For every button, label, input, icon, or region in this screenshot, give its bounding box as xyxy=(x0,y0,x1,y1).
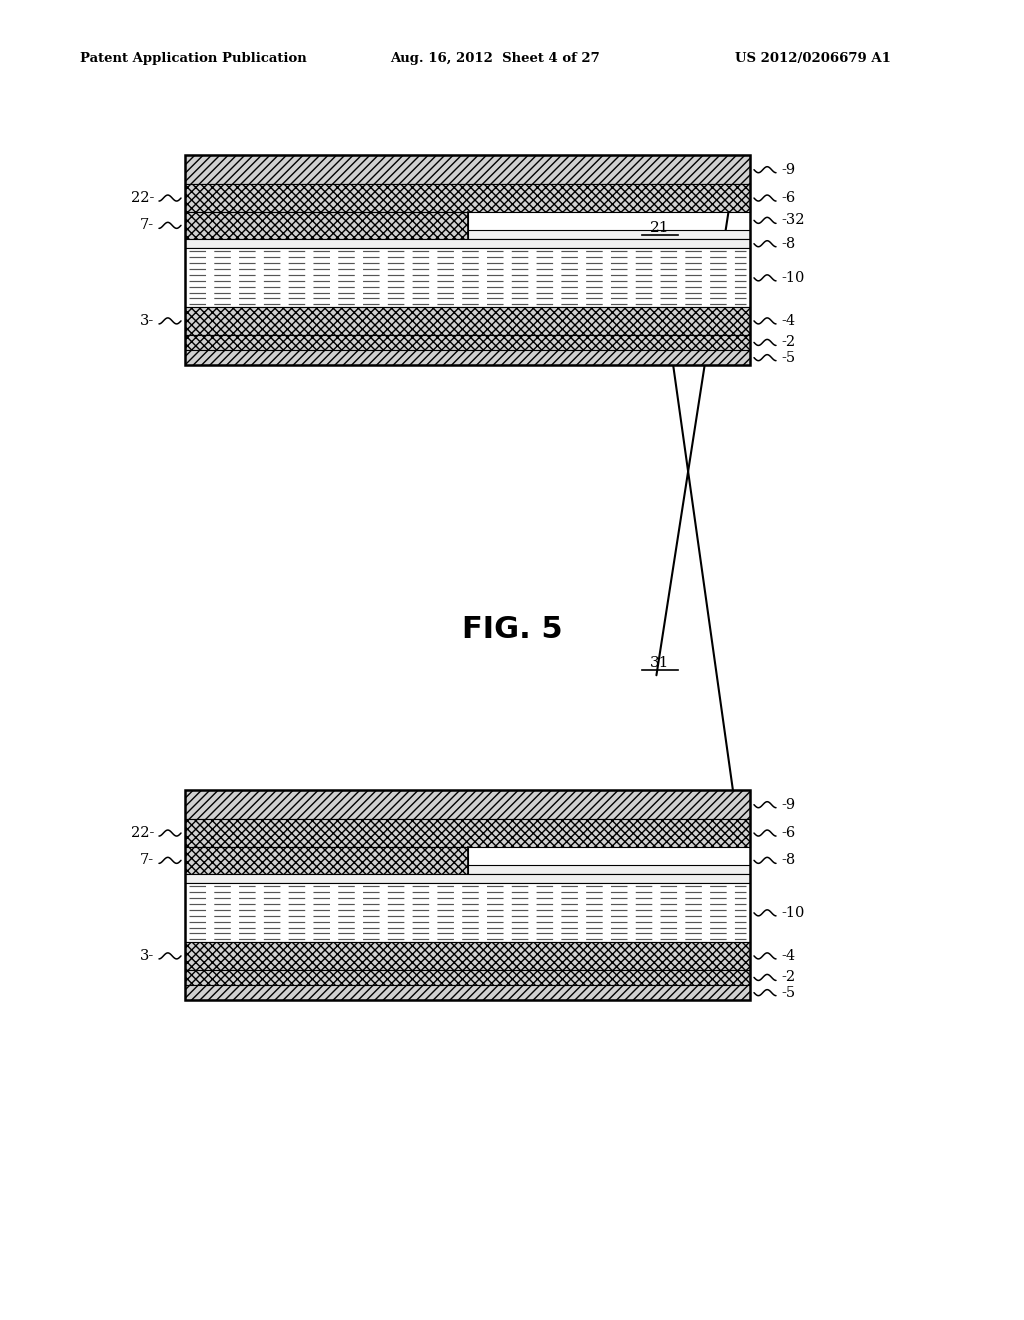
Text: 3-: 3- xyxy=(139,314,154,327)
Bar xyxy=(185,789,750,820)
Bar xyxy=(185,985,750,1001)
Text: 31: 31 xyxy=(650,656,670,671)
Text: US 2012/0206679 A1: US 2012/0206679 A1 xyxy=(735,51,891,65)
Text: FIG. 4: FIG. 4 xyxy=(462,176,562,205)
Text: -9: -9 xyxy=(781,797,795,812)
Text: -6: -6 xyxy=(781,191,796,205)
Text: Patent Application Publication: Patent Application Publication xyxy=(80,51,307,65)
Bar xyxy=(185,211,468,239)
Bar xyxy=(185,185,750,211)
Bar xyxy=(185,350,750,366)
Bar xyxy=(185,248,750,308)
Text: -6: -6 xyxy=(781,826,796,840)
Text: -2: -2 xyxy=(781,335,795,350)
Bar xyxy=(185,154,750,185)
Text: -4: -4 xyxy=(781,949,795,962)
Bar xyxy=(185,334,750,350)
Text: -8: -8 xyxy=(781,236,796,251)
Text: 21: 21 xyxy=(650,220,670,235)
Text: -5: -5 xyxy=(781,351,795,364)
Bar xyxy=(468,865,750,874)
Text: Aug. 16, 2012  Sheet 4 of 27: Aug. 16, 2012 Sheet 4 of 27 xyxy=(390,51,600,65)
Text: -8: -8 xyxy=(781,853,796,867)
Bar xyxy=(185,789,750,1001)
Text: -4: -4 xyxy=(781,314,795,327)
Bar xyxy=(185,846,468,874)
Bar xyxy=(468,230,750,239)
Bar xyxy=(185,874,750,883)
Bar xyxy=(185,942,750,970)
Text: 7-: 7- xyxy=(140,853,154,867)
Bar xyxy=(185,154,750,366)
Bar xyxy=(185,970,750,985)
Text: -5: -5 xyxy=(781,986,795,999)
Text: -10: -10 xyxy=(781,906,805,920)
Text: FIG. 5: FIG. 5 xyxy=(462,615,562,644)
Bar xyxy=(185,820,750,846)
Bar xyxy=(185,883,750,942)
Text: 22-: 22- xyxy=(131,191,154,205)
Bar xyxy=(185,308,750,334)
Text: -32: -32 xyxy=(781,214,805,227)
Text: 7-: 7- xyxy=(140,218,154,232)
Text: -10: -10 xyxy=(781,271,805,285)
Text: -9: -9 xyxy=(781,162,795,177)
Text: -2: -2 xyxy=(781,970,795,985)
Bar xyxy=(185,239,750,248)
Text: 22-: 22- xyxy=(131,826,154,840)
Text: 3-: 3- xyxy=(139,949,154,962)
